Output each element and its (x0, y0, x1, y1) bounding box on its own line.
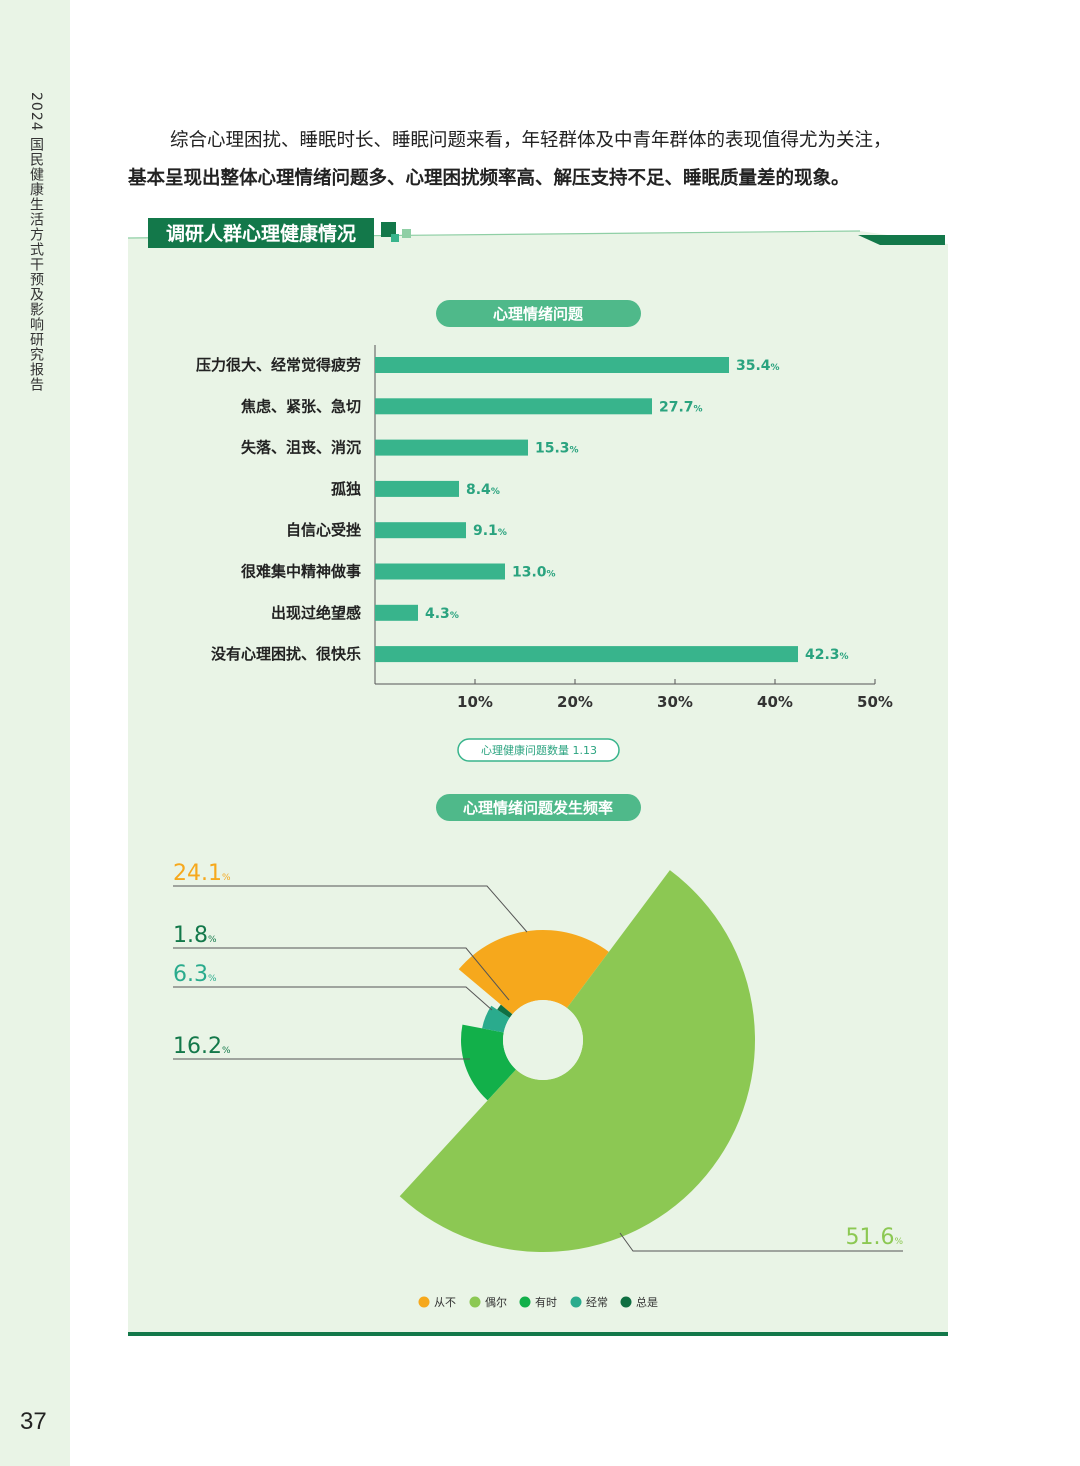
intro-line-2: 基本呈现出整体心理情绪问题多、心理困扰频率高、解压支持不足、睡眠质量差的现象。 (128, 168, 850, 189)
title-square-light-icon (402, 229, 411, 238)
x-tick-label: 10% (457, 693, 493, 711)
category-label: 没有心理困扰、很快乐 (211, 645, 361, 663)
report-title: 2024 国民健康生活方式干预及影响研究报告 (28, 92, 44, 393)
pie-slice (458, 930, 609, 1015)
legend-swatch (570, 1296, 582, 1308)
intro-line-1: 综合心理困扰、睡眠时长、睡眠问题来看，年轻群体及中青年群体的表现值得尤为关注， (170, 130, 892, 151)
category-label: 压力很大、经常觉得疲劳 (196, 356, 361, 374)
section-title-bg (148, 218, 374, 248)
leader-line (173, 885, 528, 933)
leader-line (619, 1232, 903, 1252)
bar (375, 646, 798, 663)
percent-sign: % (491, 487, 500, 497)
legend-swatch (469, 1296, 481, 1308)
leader-line (173, 986, 493, 1011)
category-label: 失落、沮丧、消沉 (241, 439, 361, 457)
legend-label: 偶尔 (485, 1296, 507, 1309)
percent-sign: % (222, 1046, 231, 1056)
percent-sign: % (840, 652, 849, 662)
pie-slice (399, 870, 755, 1252)
leader-line (173, 947, 510, 1001)
section-title: 调研人群心理健康情况 (166, 222, 356, 245)
pie-slice (461, 1024, 516, 1101)
x-tick-label: 30% (657, 693, 693, 711)
mental-issue-count-note: 心理健康问题数量 1.13 (481, 743, 597, 757)
percent-sign: % (222, 873, 231, 883)
bar (375, 604, 418, 621)
legend-swatch (418, 1296, 430, 1308)
legend-swatch (620, 1296, 632, 1308)
percent-sign: % (570, 446, 579, 456)
bar (375, 439, 528, 456)
percent-sign: % (771, 363, 780, 373)
bar (375, 398, 652, 415)
bar (375, 480, 459, 497)
pie-slice (497, 1004, 513, 1018)
x-tick-label: 20% (557, 693, 593, 711)
title-square-mid-icon (391, 234, 399, 242)
percent-sign: % (547, 570, 556, 580)
legend-label: 总是 (636, 1295, 658, 1309)
bar-chart-title: 心理情绪问题 (493, 305, 584, 323)
pie-chart-title-pill (436, 794, 641, 821)
side-strip (0, 0, 70, 1466)
percent-sign: % (694, 404, 703, 414)
legend-label: 从不 (434, 1296, 456, 1309)
pie-center-hole (503, 1000, 583, 1080)
percent-sign: % (894, 1237, 903, 1247)
pie-value-label: 24.1% (173, 861, 231, 886)
bar (375, 563, 505, 580)
legend-swatch (519, 1296, 531, 1308)
pie-legend: 从不 偶尔 有时 经常 总是 (418, 1295, 658, 1309)
category-label: 很难集中精神做事 (240, 563, 361, 581)
page-number: 37 (20, 1408, 47, 1435)
pie-chart (399, 870, 755, 1252)
intro-paragraph: 综合心理困扰、睡眠时长、睡眠问题来看，年轻群体及中青年群体的表现值得尤为关注， … (128, 122, 968, 198)
percent-sign: % (450, 611, 459, 621)
bar-value-label: 42.3% (805, 647, 849, 663)
pie-value-label: 16.2% (173, 1034, 231, 1059)
bar-chart-title-pill (436, 300, 641, 327)
category-label: 孤独 (331, 480, 361, 498)
bar-value-label: 27.7% (659, 399, 703, 415)
x-tick-label: 50% (857, 693, 893, 711)
category-label: 自信心受挫 (286, 521, 361, 539)
pie-value-label: 51.6% (845, 1225, 903, 1250)
percent-sign: % (208, 974, 217, 984)
x-tick-label: 40% (757, 693, 793, 711)
category-label: 出现过绝望感 (271, 604, 361, 622)
bar (375, 357, 729, 373)
pie-slice (482, 1005, 510, 1033)
title-square-dark-icon (381, 222, 396, 237)
pie-chart-title: 心理情绪问题发生频率 (463, 799, 613, 817)
percent-sign: % (498, 528, 507, 538)
bar-value-label: 13.0% (512, 565, 556, 581)
legend-label: 有时 (535, 1295, 557, 1309)
bar (375, 522, 466, 539)
bar-value-label: 15.3% (535, 441, 579, 457)
pie-labels: 24.1%1.8%6.3%16.2%51.6% (173, 861, 903, 1252)
bar-value-label: 35.4% (736, 358, 780, 374)
percent-sign: % (208, 935, 217, 945)
bar-chart: 10% 20% 30% 40% 50% 压力很大、经常觉得疲劳 35.4% 焦虑、紧张、急切 2… (196, 345, 893, 711)
category-label: 焦虑、紧张、急切 (240, 397, 361, 415)
legend-label: 经常 (586, 1296, 608, 1309)
panel-corner-tab (858, 235, 945, 245)
note-pill (457, 738, 620, 762)
